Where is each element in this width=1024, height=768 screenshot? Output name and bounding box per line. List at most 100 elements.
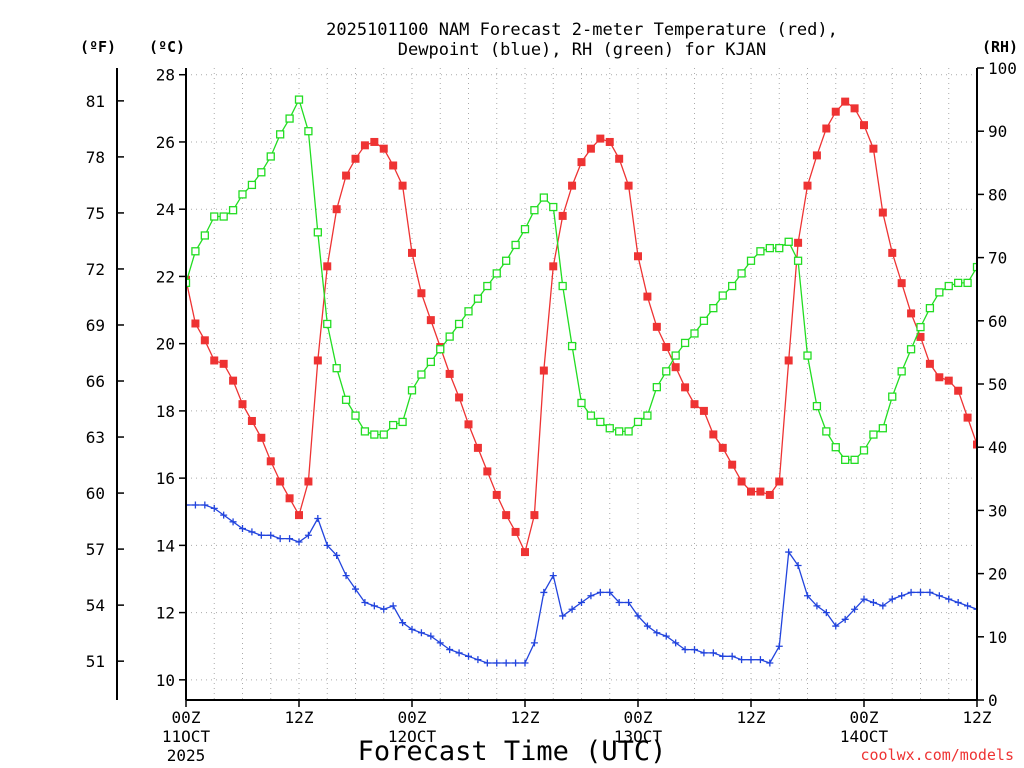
temperature-point [332, 205, 341, 214]
rh-point [464, 307, 473, 316]
temperature-point [539, 366, 548, 375]
dewpoint-point [691, 646, 698, 654]
rh-point [219, 212, 228, 221]
rh-point [492, 269, 501, 278]
rh-point [558, 281, 567, 291]
rh-point [398, 417, 407, 427]
temperature-point [775, 477, 784, 486]
temperature-point [483, 467, 492, 476]
dewpoint-point [869, 599, 877, 607]
temperature-point [803, 181, 812, 190]
grid [186, 68, 977, 700]
rh-tick-label: 100 [988, 59, 1017, 78]
rh-point [502, 256, 511, 265]
dewpoint-point [596, 588, 604, 596]
celsius-tick-label: 22 [156, 267, 175, 286]
temperature-point [841, 97, 850, 106]
temperature-point [643, 292, 652, 301]
temperature-point [794, 238, 803, 247]
temperature-point [502, 511, 511, 520]
temperature-point [831, 107, 840, 116]
temperature-point [247, 416, 256, 425]
rh-tick-label: 60 [988, 312, 1007, 331]
dewpoint-point [898, 592, 906, 600]
rh-point [520, 225, 530, 234]
temperature-point [728, 460, 737, 469]
temperature-point [313, 356, 322, 365]
temperature-point [681, 383, 690, 392]
rh-point [680, 338, 690, 348]
dewpoint-point [342, 572, 350, 580]
dewpoint-point [474, 656, 482, 664]
dewpoint-point [257, 531, 265, 539]
rh-point [417, 370, 426, 379]
fahrenheit-tick-label: 57 [86, 540, 105, 559]
celsius-tick-label: 10 [156, 671, 175, 690]
dewpoint-point [766, 659, 774, 667]
dewpoint-point [267, 531, 275, 539]
temperature-point [351, 154, 360, 163]
rh-point [888, 392, 897, 401]
temperature-point [445, 369, 454, 378]
dewpoint-point [954, 599, 962, 607]
celsius-tick-label: 28 [156, 66, 175, 85]
credit-label: coolwx.com/models [860, 746, 1014, 764]
rh-point [511, 240, 520, 250]
rh-point [615, 427, 624, 436]
x-tick-label-time: 12Z [511, 708, 540, 727]
temperature-point [624, 181, 633, 190]
x-tick-label-date: 11OCT [162, 727, 211, 746]
rh-point [652, 383, 661, 392]
dewpoint-point [276, 535, 284, 543]
rh-point [822, 427, 831, 436]
dewpoint-point [672, 639, 680, 647]
rh-point [793, 256, 803, 265]
rh-point [963, 278, 972, 288]
rh-point [186, 278, 191, 288]
temperature-point [822, 124, 831, 133]
temperature-point [765, 490, 774, 499]
rh-tick-label: 10 [988, 628, 1007, 647]
dewpoint-point [832, 622, 840, 630]
rh-point [728, 281, 737, 291]
dewpoint-point [521, 659, 529, 667]
rh-point [426, 357, 435, 367]
x-tick-label-time: 12Z [963, 708, 992, 727]
dewpoint-point [483, 659, 491, 667]
temperature-point [662, 343, 671, 352]
temperature-point [577, 158, 586, 167]
temperature-point [973, 440, 977, 449]
rh-point [812, 401, 822, 411]
temperature-point [699, 406, 708, 415]
celsius-tick-label: 12 [156, 604, 175, 623]
dewpoint-point [681, 646, 689, 654]
temperature-point [417, 289, 426, 298]
rh-point [671, 351, 680, 360]
dewpoint-point [201, 501, 209, 509]
rh-point [596, 417, 605, 427]
temperature-point [342, 171, 351, 180]
dewpoint-point [380, 605, 388, 613]
temperature-point [992, 491, 1000, 499]
rh-point [944, 281, 953, 291]
dewpoint-point [304, 531, 312, 539]
rh-point [906, 345, 916, 354]
rh-point [228, 206, 238, 215]
fahrenheit-tick-label: 78 [86, 148, 105, 167]
dewpoint-point [907, 588, 915, 596]
rh-point [200, 231, 209, 240]
temperature-point [568, 181, 577, 190]
temperature-point [812, 151, 821, 160]
temperature-point [615, 154, 624, 163]
dewpoint-point [389, 602, 397, 610]
dewpoint-point [606, 588, 614, 596]
temperature-point [360, 141, 369, 150]
rh-tick-label: 30 [988, 501, 1007, 520]
rh-tick-label: 50 [988, 375, 1007, 394]
rh-point [954, 278, 963, 288]
rh-point [605, 424, 614, 433]
dewpoint-point [559, 612, 567, 620]
dewpoint-point [220, 511, 228, 519]
temperature-point [850, 104, 859, 113]
